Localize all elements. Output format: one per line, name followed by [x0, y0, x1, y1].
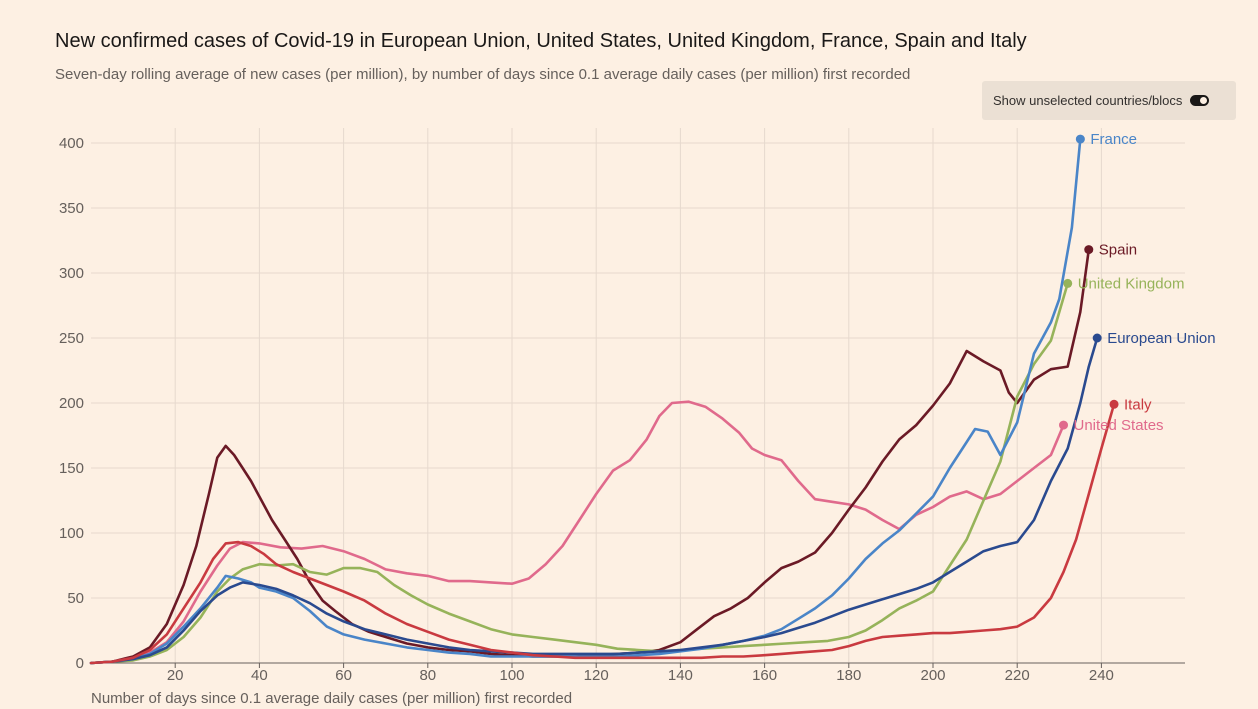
y-tick-label: 150 — [59, 460, 84, 477]
axes: 0 50 100 150 200 250 300 350 400 20 40 60 80 100 120 14… — [59, 135, 1185, 684]
x-tick-label: 240 — [1089, 667, 1114, 684]
chart-subtitle: Seven-day rolling average of new cases (… — [55, 66, 911, 83]
series-endpoint-italy — [1109, 399, 1119, 409]
series-line-united-kingdom — [89, 282, 1069, 665]
series-label-spain: Spain — [1099, 242, 1137, 259]
series-endpoint-united-kingdom — [1063, 278, 1073, 288]
y-tick-label: 400 — [59, 135, 84, 152]
series-endpoint-european-union — [1092, 333, 1102, 343]
series-labels: United States Spain United Kingdom France Eu… — [1074, 131, 1216, 434]
y-tick-label: 250 — [59, 330, 84, 347]
show-unselected-toggle[interactable]: Show unselected countries/blocs — [982, 81, 1236, 120]
series-line-italy — [89, 403, 1116, 665]
x-tick-label: 220 — [1005, 667, 1030, 684]
series-label-european-union: European Union — [1107, 330, 1215, 347]
series-lines — [89, 134, 1119, 665]
series-label-united-kingdom: United Kingdom — [1078, 275, 1185, 292]
x-tick-label: 140 — [668, 667, 693, 684]
x-tick-label: 200 — [920, 667, 945, 684]
series-label-united-states: United States — [1074, 417, 1164, 434]
x-tick-label: 160 — [752, 667, 777, 684]
y-tick-label: 0 — [76, 655, 84, 672]
y-tick-label: 50 — [67, 590, 84, 607]
x-tick-label: 120 — [584, 667, 609, 684]
grid-lines — [91, 128, 1185, 663]
series-endpoint-united-states — [1059, 420, 1069, 430]
x-tick-label: 60 — [335, 667, 352, 684]
toggle-switch-icon[interactable] — [1190, 95, 1210, 106]
x-axis-label: Number of days since 0.1 average daily c… — [91, 690, 573, 707]
series-line-european-union — [89, 336, 1099, 665]
series-line-united-states — [89, 400, 1065, 665]
toggle-label: Show unselected countries/blocs — [993, 93, 1183, 108]
y-tick-label: 100 — [59, 525, 84, 542]
y-tick-label: 300 — [59, 265, 84, 282]
series-endpoint-spain — [1084, 245, 1094, 255]
series-label-italy: Italy — [1124, 396, 1152, 413]
series-label-france: France — [1090, 131, 1137, 148]
chart-title: New confirmed cases of Covid-19 in Europ… — [55, 30, 1027, 52]
y-tick-label: 200 — [59, 395, 84, 412]
x-tick-label: 40 — [251, 667, 268, 684]
series-endpoint-france — [1075, 134, 1085, 144]
x-tick-label: 20 — [167, 667, 184, 684]
x-tick-label: 180 — [836, 667, 861, 684]
toggle-knob — [1200, 97, 1208, 104]
x-tick-label: 100 — [499, 667, 524, 684]
y-tick-label: 350 — [59, 200, 84, 217]
series-line-spain — [89, 248, 1091, 665]
x-tick-label: 80 — [419, 667, 436, 684]
